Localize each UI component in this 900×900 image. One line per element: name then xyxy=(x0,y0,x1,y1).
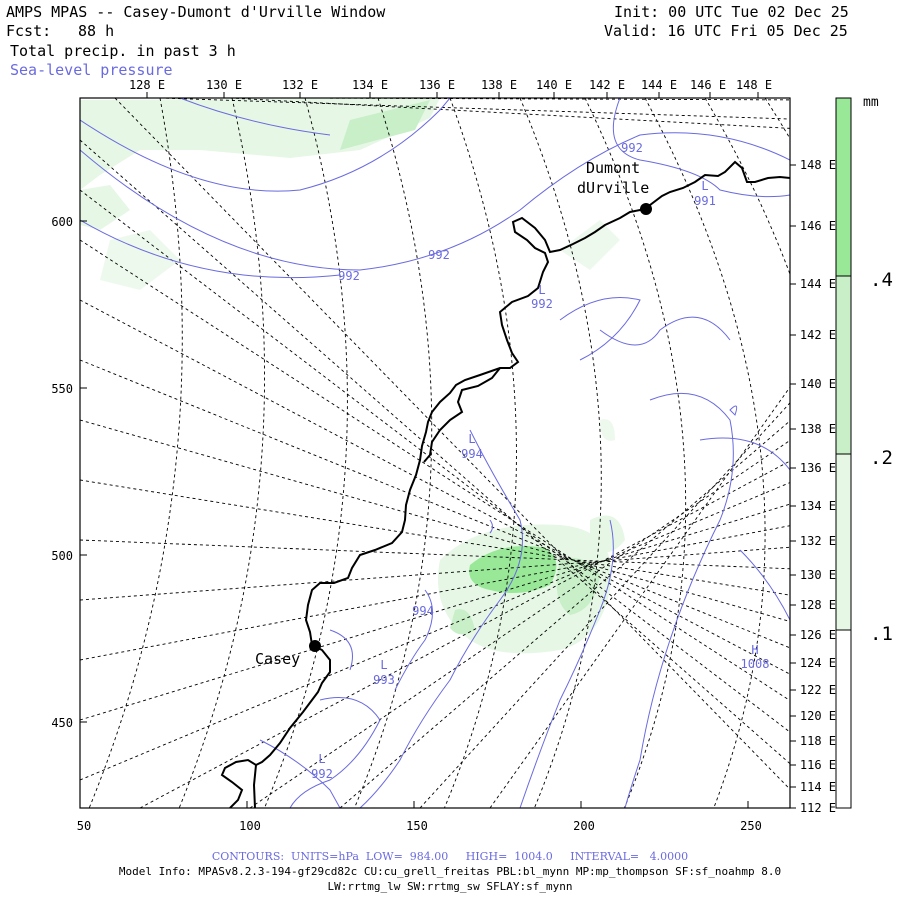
right-lon-label: 120 E xyxy=(800,709,836,723)
model-info: Model Info: MPASv8.2.3-194-gf29cd82c CU:… xyxy=(118,865,782,878)
station-label: Casey xyxy=(255,650,300,668)
pressure-low-value: 993 xyxy=(373,673,395,687)
pressure-low-marker: L xyxy=(380,658,387,672)
pressure-high-marker: H xyxy=(751,643,758,657)
y-label: 450 xyxy=(51,716,73,730)
pressure-low-value: 991 xyxy=(694,194,716,208)
top-lon-label: 130 E xyxy=(206,78,242,92)
colorbar-none xyxy=(836,630,851,808)
right-lon-label: 140 E xyxy=(800,377,836,391)
right-lon-label: 144 E xyxy=(800,277,836,291)
pressure-label: 994 xyxy=(412,604,434,618)
x-label: 250 xyxy=(740,819,762,833)
colorbar: mm .4 .2 .1 xyxy=(835,95,893,809)
colorbar-medium xyxy=(836,276,851,454)
x-label: 50 xyxy=(77,819,91,833)
x-label: 150 xyxy=(406,819,428,833)
station-marker xyxy=(640,203,652,215)
station-dumont-durville: Dumont dUrville xyxy=(577,159,652,215)
right-lon-label: 114 E xyxy=(800,780,836,794)
y-label: 550 xyxy=(51,382,73,396)
colorbar-heavy xyxy=(836,98,851,276)
colorbar-unit: mm xyxy=(863,95,879,110)
map-background xyxy=(80,98,790,808)
pressure-labels: 992 992 992 L 991 L 992 L 994 994 L 993 … xyxy=(311,141,769,781)
right-lon-label: 112 E xyxy=(800,801,836,815)
top-lon-label: 138 E xyxy=(481,78,517,92)
right-lon-label: 124 E xyxy=(800,656,836,670)
top-lon-label: 136 E xyxy=(419,78,455,92)
right-lon-label: 122 E xyxy=(800,683,836,697)
top-lon-label: 146 E xyxy=(690,78,726,92)
pressure-low-marker: L xyxy=(538,283,545,297)
top-lon-label: 140 E xyxy=(536,78,572,92)
colorbar-label: .1 xyxy=(870,623,893,645)
map-frame xyxy=(79,97,791,809)
chart-title: AMPS MPAS -- Casey-Dumont d'Urville Wind… xyxy=(6,3,386,21)
coastline xyxy=(220,160,790,808)
station-label: Dumont xyxy=(586,159,640,177)
pressure-low-value: 994 xyxy=(461,447,483,461)
right-lon-label: 116 E xyxy=(800,758,836,772)
pressure-low-value: 992 xyxy=(531,297,553,311)
right-lon-label: 134 E xyxy=(800,499,836,513)
colorbar-label: .4 xyxy=(870,269,893,291)
x-label: 100 xyxy=(239,819,261,833)
top-lon-label: 128 E xyxy=(129,78,165,92)
right-lon-label: 136 E xyxy=(800,461,836,475)
right-lon-label: 146 E xyxy=(800,219,836,233)
right-lon-label: 148 E xyxy=(800,158,836,172)
pressure-low-marker: L xyxy=(701,179,708,193)
pressure-high-value: 1008 xyxy=(741,657,770,671)
model-info-2: LW:rrtmg_lw SW:rrtmg_sw SFLAY:sf_mynn xyxy=(327,880,573,893)
graticule-latitudes xyxy=(88,98,790,808)
colorbar-label: .2 xyxy=(870,447,893,469)
y-axis-labels: 600 550 500 450 xyxy=(51,215,73,730)
top-lon-label: 148 E xyxy=(736,78,772,92)
overlay-label: Sea-level pressure xyxy=(10,61,173,79)
station-casey: Casey xyxy=(255,640,321,668)
station-label: dUrville xyxy=(577,179,649,197)
top-lon-label: 144 E xyxy=(641,78,677,92)
right-lon-label: 142 E xyxy=(800,328,836,342)
pressure-low-marker: L xyxy=(318,752,325,766)
axis-ticks xyxy=(79,92,796,809)
colorbar-light xyxy=(836,454,851,630)
right-lon-label: 126 E xyxy=(800,628,836,642)
right-lon-label: 128 E xyxy=(800,598,836,612)
top-lon-label: 132 E xyxy=(282,78,318,92)
top-lon-label: 134 E xyxy=(352,78,388,92)
x-axis-labels: 50 100 150 200 250 xyxy=(77,819,762,833)
pressure-label: 992 xyxy=(621,141,643,155)
pressure-label: 992 xyxy=(338,269,360,283)
pressure-low-marker: L xyxy=(468,432,475,446)
right-lon-label: 118 E xyxy=(800,734,836,748)
right-lon-label: 130 E xyxy=(800,568,836,582)
valid-time: Valid: 16 UTC Fri 05 Dec 25 xyxy=(604,22,848,40)
right-longitude-labels: 148 E 146 E 144 E 142 E 140 E 138 E 136 … xyxy=(800,158,836,815)
right-lon-label: 138 E xyxy=(800,422,836,436)
pressure-low-value: 992 xyxy=(311,767,333,781)
x-label: 200 xyxy=(573,819,595,833)
top-lon-label: 142 E xyxy=(589,78,625,92)
y-label: 600 xyxy=(51,215,73,229)
contour-info: CONTOURS: UNITS=hPa LOW= 984.00 HIGH= 10… xyxy=(211,850,689,863)
top-longitude-labels: 128 E 130 E 132 E 134 E 136 E 138 E 140 … xyxy=(129,78,772,92)
right-lon-label: 132 E xyxy=(800,534,836,548)
precip-shading xyxy=(80,98,625,654)
field-label: Total precip. in past 3 h xyxy=(10,42,236,60)
pressure-contours xyxy=(80,98,790,808)
station-marker xyxy=(309,640,321,652)
forecast-label: Fcst: xyxy=(6,22,52,40)
forecast-value: 88 h xyxy=(78,22,115,40)
graticule-meridians xyxy=(80,98,790,808)
pressure-label: 992 xyxy=(428,248,450,262)
init-time: Init: 00 UTC Tue 02 Dec 25 xyxy=(614,3,849,21)
y-label: 500 xyxy=(51,549,73,563)
